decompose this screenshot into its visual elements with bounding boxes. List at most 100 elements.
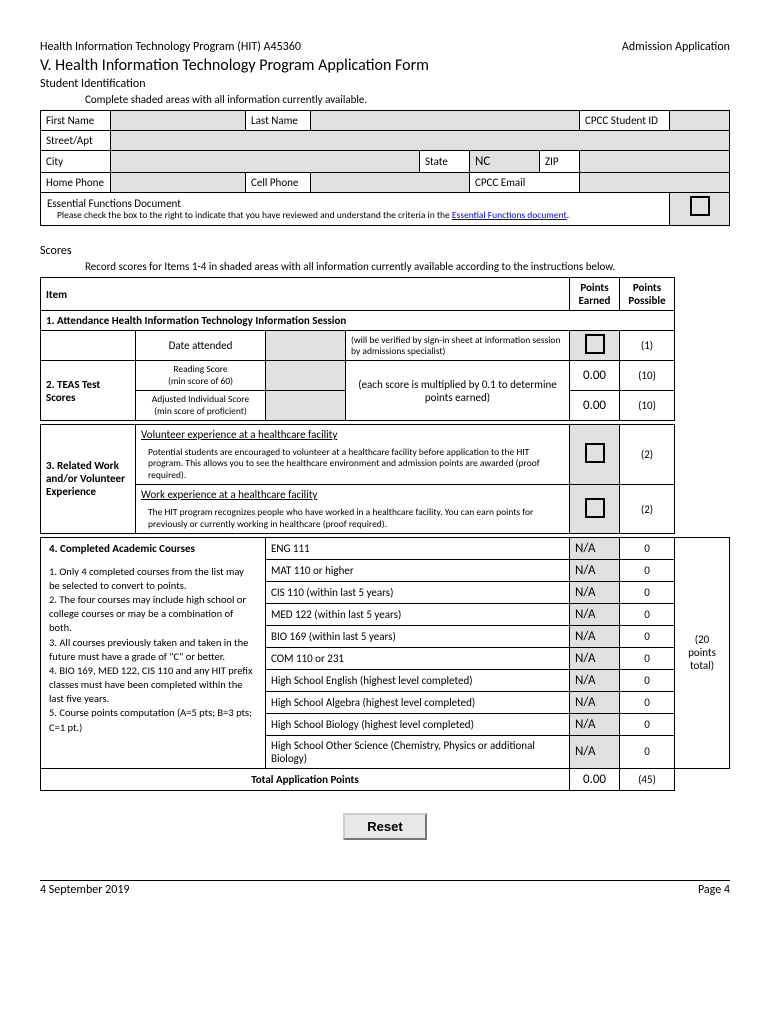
total-earned: 0.00 xyxy=(570,768,620,790)
essential-checkbox[interactable] xyxy=(690,196,710,216)
course-8-points: 0 xyxy=(620,713,675,735)
state-label: State xyxy=(420,151,470,173)
identification-table: First Name Last Name CPCC Student ID Str… xyxy=(40,110,730,226)
city-input[interactable] xyxy=(111,151,420,173)
course-5-grade[interactable]: N/A xyxy=(570,647,620,669)
item2-possible1: (10) xyxy=(620,361,675,391)
course-2-name: CIS 110 (within last 5 years) xyxy=(266,581,570,603)
item2-adjusted-min: (min score of proficient) xyxy=(154,405,247,417)
item3-vol-title: Volunteer experience at a healthcare fac… xyxy=(136,424,570,444)
item1-date-input[interactable] xyxy=(266,331,346,361)
course-6-grade[interactable]: N/A xyxy=(570,669,620,691)
item2-adjusted-label: Adjusted Individual Score xyxy=(152,393,249,405)
header-right: Admission Application xyxy=(622,40,730,54)
student-id-input[interactable] xyxy=(670,111,730,131)
course-2-points: 0 xyxy=(620,581,675,603)
item2-title: 2. TEAS Test Scores xyxy=(41,361,136,421)
item3-vol-text: Potential students are encouraged to vol… xyxy=(136,444,570,485)
item3-possible1: (2) xyxy=(620,424,675,484)
item3-work-checkbox[interactable] xyxy=(585,498,605,518)
zip-label: ZIP xyxy=(540,151,580,173)
state-input[interactable]: NC xyxy=(470,151,540,173)
item2-reading-label: Reading Score xyxy=(173,363,227,375)
item3-vol-checkbox[interactable] xyxy=(585,443,605,463)
item2-earned2: 0.00 xyxy=(570,391,620,421)
scores-instruction: Record scores for Items 1-4 in shaded ar… xyxy=(85,260,730,273)
item-header: Item xyxy=(41,278,570,311)
course-4-grade[interactable]: N/A xyxy=(570,625,620,647)
city-label: City xyxy=(41,151,111,173)
cell-phone-label: Cell Phone xyxy=(246,173,311,193)
first-name-label: First Name xyxy=(41,111,111,131)
course-4-points: 0 xyxy=(620,625,675,647)
course-3-name: MED 122 (within last 5 years) xyxy=(266,603,570,625)
footer-page: Page 4 xyxy=(698,883,730,897)
zip-input[interactable] xyxy=(580,151,730,173)
item1-date-label: Date attended xyxy=(136,331,266,361)
item3-work-title: Work experience at a healthcare facility xyxy=(136,485,570,505)
footer-date: 4 September 2019 xyxy=(40,883,129,897)
page-title: V. Health Information Technology Program… xyxy=(40,56,730,75)
total-label: Total Application Points xyxy=(41,768,570,790)
email-input[interactable] xyxy=(580,173,730,193)
course-5-points: 0 xyxy=(620,647,675,669)
course-9-grade[interactable]: N/A xyxy=(570,735,620,768)
course-6-name: High School English (highest level compl… xyxy=(266,669,570,691)
email-label: CPCC Email xyxy=(470,173,580,193)
course-4-name: BIO 169 (within last 5 years) xyxy=(266,625,570,647)
cell-phone-input[interactable] xyxy=(311,173,470,193)
student-id-label: CPCC Student ID xyxy=(580,111,670,131)
section-student-ident: Student Identification xyxy=(40,77,730,91)
item1-title: 1. Attendance Health Information Technol… xyxy=(41,311,675,331)
course-1-grade[interactable]: N/A xyxy=(570,559,620,581)
course-7-grade[interactable]: N/A xyxy=(570,691,620,713)
item2-adjusted-input[interactable] xyxy=(266,391,346,421)
course-0-points: 0 xyxy=(620,537,675,559)
essential-link[interactable]: Essential Functions document xyxy=(452,209,567,221)
item1-possible: (1) xyxy=(620,331,675,361)
program-code: Health Information Technology Program (H… xyxy=(40,40,301,54)
item3-title: 3. Related Work and/or Volunteer Experie… xyxy=(41,424,136,533)
reset-button[interactable]: Reset xyxy=(343,813,426,840)
course-8-grade[interactable]: N/A xyxy=(570,713,620,735)
item3-possible2: (2) xyxy=(620,485,675,534)
item3-work-text: The HIT program recognizes people who ha… xyxy=(136,504,570,533)
ident-instruction: Complete shaded areas with all informati… xyxy=(85,93,730,106)
street-label: Street/Apt xyxy=(41,131,111,151)
course-9-name: High School Other Science (Chemistry, Ph… xyxy=(266,735,570,768)
total-possible: (45) xyxy=(620,768,675,790)
points-earned-header: Points Earned xyxy=(570,278,620,311)
item4-notes: 1. Only 4 completed courses from the lis… xyxy=(49,565,257,735)
course-1-points: 0 xyxy=(620,559,675,581)
course-9-points: 0 xyxy=(620,735,675,768)
item2-earned1: 0.00 xyxy=(570,361,620,391)
last-name-label: Last Name xyxy=(246,111,311,131)
course-3-grade[interactable]: N/A xyxy=(570,603,620,625)
course-8-name: High School Biology (highest level compl… xyxy=(266,713,570,735)
course-6-points: 0 xyxy=(620,669,675,691)
points-possible-header: Points Possible xyxy=(620,278,675,311)
course-0-grade[interactable]: N/A xyxy=(570,537,620,559)
home-phone-label: Home Phone xyxy=(41,173,111,193)
item1-checkbox[interactable] xyxy=(585,334,605,354)
course-7-name: High School Algebra (highest level compl… xyxy=(266,691,570,713)
item2-note: (each score is multiplied by 0.1 to dete… xyxy=(346,361,570,421)
essential-text: Please check the box to the right to ind… xyxy=(57,209,452,221)
course-7-points: 0 xyxy=(620,691,675,713)
street-input[interactable] xyxy=(111,131,730,151)
first-name-input[interactable] xyxy=(111,111,246,131)
course-2-grade[interactable]: N/A xyxy=(570,581,620,603)
item2-possible2: (10) xyxy=(620,391,675,421)
scores-table: Item Points Earned Points Possible 1. At… xyxy=(40,277,730,791)
course-3-points: 0 xyxy=(620,603,675,625)
scores-title: Scores xyxy=(40,244,730,258)
item4-possible: (20 points total) xyxy=(675,537,730,768)
course-0-name: ENG 111 xyxy=(266,537,570,559)
home-phone-input[interactable] xyxy=(111,173,246,193)
item2-reading-input[interactable] xyxy=(266,361,346,391)
item2-reading-min: (min score of 60) xyxy=(168,375,233,387)
course-1-name: MAT 110 or higher xyxy=(266,559,570,581)
course-5-name: COM 110 or 231 xyxy=(266,647,570,669)
last-name-input[interactable] xyxy=(311,111,580,131)
item1-note: (will be verified by sign-in sheet at in… xyxy=(346,331,570,361)
